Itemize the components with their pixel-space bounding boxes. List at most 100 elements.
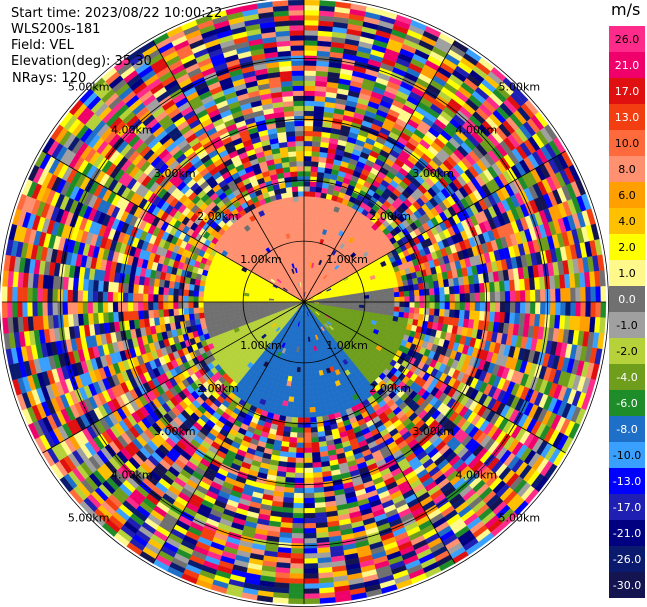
velocity-gate <box>293 487 305 494</box>
velocity-gate <box>464 284 471 294</box>
velocity-gate <box>303 512 316 519</box>
velocity-gate <box>295 371 301 378</box>
velocity-gate <box>560 288 566 303</box>
velocity-gate <box>288 583 305 590</box>
velocity-gate <box>303 65 317 71</box>
velocity-gate <box>303 155 312 162</box>
velocity-gate <box>580 301 587 317</box>
velocity-gate <box>443 309 450 318</box>
velocity-gate <box>314 497 326 504</box>
velocity-gate <box>311 447 320 453</box>
velocity-gate <box>479 311 486 322</box>
velocity-gate <box>383 292 390 298</box>
velocity-gate <box>303 372 309 378</box>
velocity-gate <box>297 412 305 418</box>
velocity-gate <box>293 396 300 403</box>
velocity-gate <box>290 426 298 433</box>
velocity-gate <box>474 301 481 312</box>
velocity-gate <box>303 201 310 207</box>
velocity-gate <box>303 0 320 6</box>
velocity-gate <box>384 297 390 303</box>
velocity-gate <box>298 392 305 398</box>
velocity-gate <box>313 487 325 494</box>
velocity-gate <box>303 145 313 152</box>
velocity-gate <box>489 311 496 323</box>
velocity-gate <box>315 411 323 418</box>
velocity-gate <box>309 411 317 418</box>
velocity-gate <box>308 201 315 208</box>
velocity-gate <box>303 35 319 41</box>
velocity-gate <box>438 287 445 296</box>
velocity-gate <box>555 301 561 316</box>
velocity-gate <box>369 301 375 306</box>
velocity-gate <box>303 593 320 600</box>
velocity-gate <box>459 310 466 320</box>
velocity-gate <box>398 286 405 293</box>
velocity-gate <box>303 211 309 217</box>
velocity-gate <box>504 291 511 303</box>
velocity-gate <box>303 472 314 479</box>
velocity-gate <box>403 307 410 314</box>
velocity-gate <box>303 437 312 444</box>
velocity-gate <box>469 283 476 294</box>
velocity-gate <box>303 598 320 605</box>
velocity-gate <box>303 477 314 484</box>
velocity-gate <box>306 351 310 358</box>
velocity-gate <box>499 280 506 292</box>
velocity-gate <box>306 346 310 353</box>
velocity-gate <box>300 357 305 363</box>
velocity-gate <box>393 311 400 318</box>
velocity-gate <box>308 386 314 393</box>
velocity-gate <box>580 287 587 303</box>
velocity-gate <box>291 528 305 534</box>
velocity-gate <box>303 196 310 202</box>
velocity-gate <box>494 311 501 323</box>
velocity-gate <box>315 186 323 193</box>
velocity-gate <box>294 386 300 393</box>
velocity-gate <box>290 548 305 554</box>
velocity-gate <box>295 457 305 464</box>
velocity-gate <box>499 291 506 303</box>
velocity-gate <box>307 366 312 373</box>
velocity-gate <box>303 452 313 459</box>
velocity-gate <box>303 523 317 529</box>
velocity-gate <box>289 568 305 574</box>
velocity-gate <box>519 301 526 314</box>
velocity-gate <box>389 297 395 303</box>
velocity-gate <box>479 282 486 293</box>
velocity-gate <box>290 553 305 559</box>
velocity-gate <box>443 286 450 295</box>
velocity-gate <box>530 301 536 315</box>
velocity-gate <box>599 317 606 334</box>
velocity-gate <box>313 391 320 398</box>
velocity-gate <box>368 294 375 299</box>
velocity-gate <box>408 290 415 297</box>
velocity-gate <box>299 372 305 378</box>
velocity-gate <box>570 287 576 303</box>
velocity-gate <box>403 285 410 292</box>
velocity-gate <box>288 598 305 605</box>
velocity-gate <box>314 95 326 102</box>
velocity-gate <box>293 497 305 504</box>
velocity-gate <box>297 417 305 423</box>
velocity-gate <box>494 291 501 303</box>
velocity-gate <box>353 296 360 300</box>
velocity-gate <box>314 502 326 509</box>
velocity-gate <box>287 452 297 458</box>
velocity-gate <box>393 291 400 298</box>
velocity-gate <box>303 80 316 87</box>
velocity-gate <box>595 301 602 318</box>
velocity-gate <box>303 432 312 439</box>
velocity-gate <box>310 171 318 178</box>
velocity-gate <box>296 432 305 439</box>
velocity-gate <box>311 452 321 458</box>
velocity-gate <box>313 105 325 112</box>
velocity-gate <box>474 292 481 303</box>
velocity-gate <box>459 284 466 294</box>
velocity-gate <box>398 311 405 318</box>
velocity-gate <box>295 376 301 383</box>
velocity-gate <box>354 301 360 306</box>
velocity-gate <box>310 431 319 438</box>
velocity-gate <box>294 467 305 474</box>
velocity-gate <box>413 289 420 297</box>
